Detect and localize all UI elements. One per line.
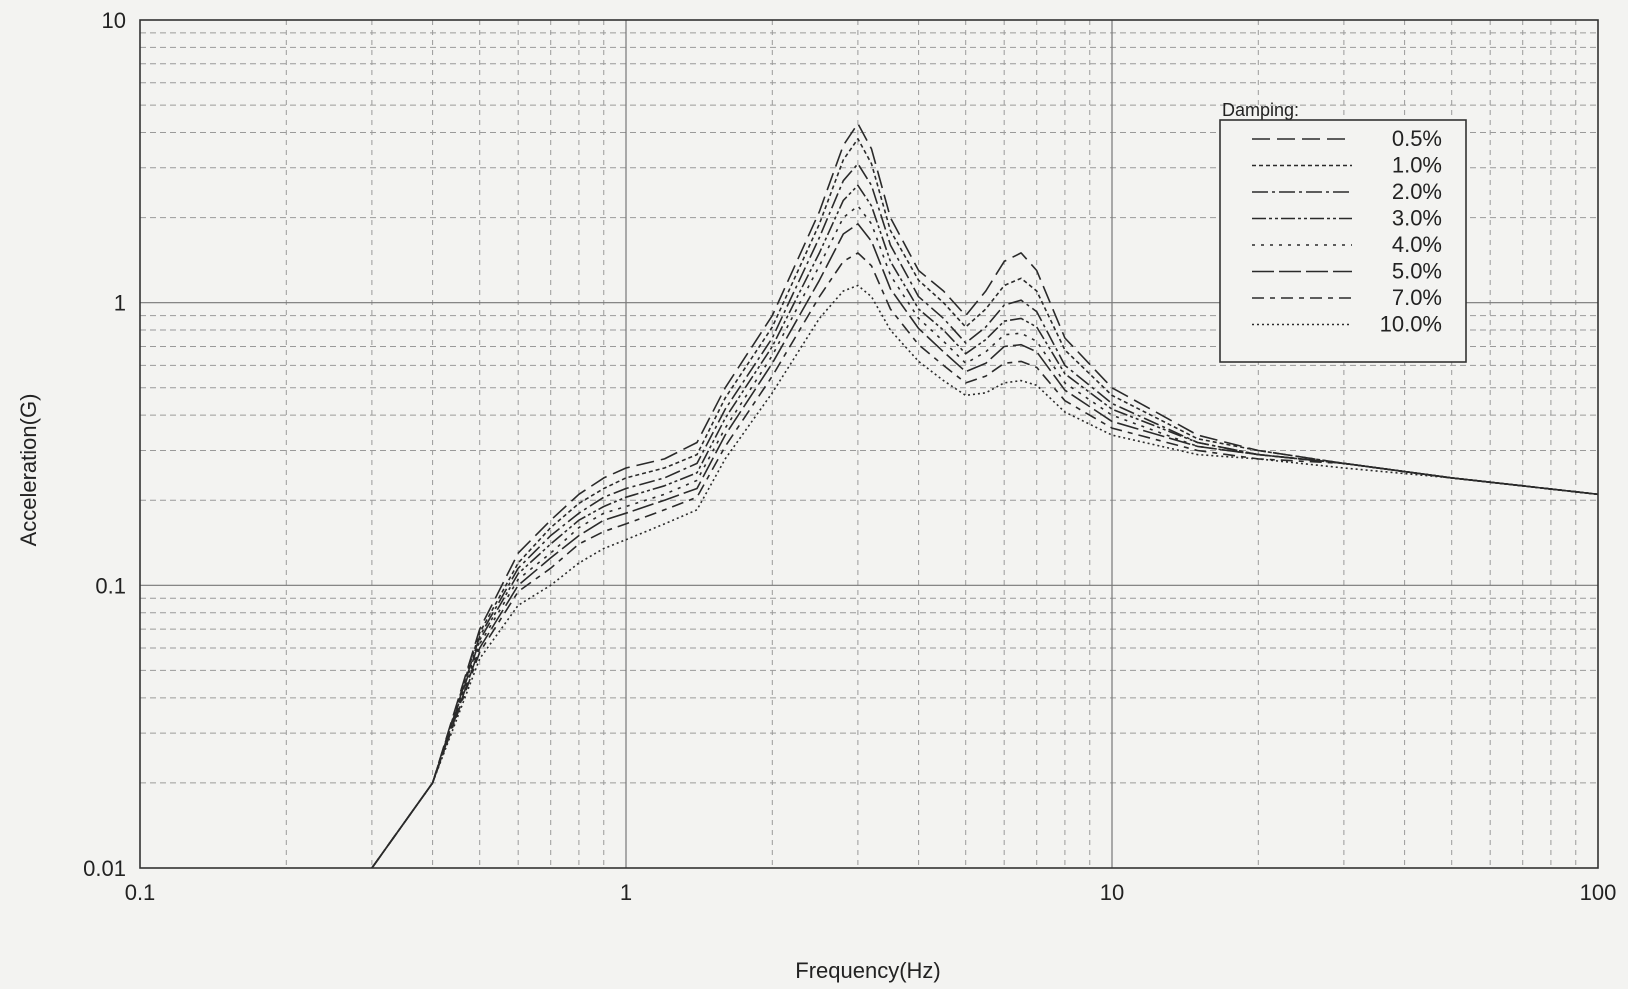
grid [140, 20, 1598, 868]
x-tick-label: 1 [620, 880, 632, 905]
series-line [371, 284, 1599, 869]
series-line [371, 138, 1599, 869]
legend-label: 7.0% [1392, 285, 1442, 310]
legend-label: 5.0% [1392, 259, 1442, 284]
series-line [371, 223, 1599, 869]
x-tick-label: 0.1 [125, 880, 156, 905]
legend-label: 1.0% [1392, 153, 1442, 178]
y-tick-label: 1 [114, 291, 126, 316]
y-tick-label: 0.1 [95, 573, 126, 598]
y-tick-label: 0.01 [83, 856, 126, 881]
y-tick-label: 10 [102, 8, 126, 33]
x-tick-label: 10 [1100, 880, 1124, 905]
x-axis-label: Frequency(Hz) [795, 958, 940, 983]
legend: Damping: 0.5%1.0%2.0%3.0%4.0%5.0%7.0%10.… [1219, 100, 1467, 363]
legend-label: 4.0% [1392, 232, 1442, 257]
legend-title: Damping: [1222, 100, 1299, 120]
series-line [371, 122, 1599, 869]
series-lines [371, 122, 1599, 869]
x-tick-label: 100 [1580, 880, 1617, 905]
y-axis-label: Acceleration(G) [16, 394, 41, 547]
series-line [371, 184, 1599, 869]
series-line [371, 163, 1599, 869]
series-line [371, 252, 1599, 869]
legend-label: 3.0% [1392, 206, 1442, 231]
series-line [371, 205, 1599, 869]
legend-label: 0.5% [1392, 126, 1442, 151]
legend-box [1219, 119, 1467, 363]
legend-label: 10.0% [1380, 312, 1442, 337]
legend-label: 2.0% [1392, 179, 1442, 204]
legend-items: 0.5%1.0%2.0%3.0%4.0%5.0%7.0%10.0% [1252, 126, 1442, 337]
plot-frame [139, 19, 1599, 869]
